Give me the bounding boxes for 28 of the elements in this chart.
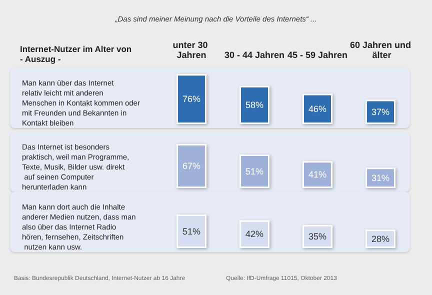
- data-label: 58%: [245, 100, 264, 110]
- data-label: 41%: [308, 170, 327, 180]
- bar: [176, 74, 206, 124]
- x-tick-label: unter 30 Jahren: [172, 40, 210, 60]
- bar: [302, 161, 332, 188]
- bar: [176, 214, 206, 248]
- data-label: 42%: [245, 229, 264, 240]
- data-label: 31%: [371, 172, 390, 183]
- data-label: 37%: [371, 106, 390, 117]
- data-label: 76%: [182, 94, 201, 104]
- bar: [366, 100, 396, 124]
- x-tick-label: 60 Jahren und älter: [350, 40, 412, 60]
- bar: [176, 144, 206, 188]
- data-label: 28%: [371, 234, 390, 244]
- x-tick-label: 45 - 59 Jahren: [287, 50, 348, 60]
- x-tick-label: 30 - 44 Jahren: [224, 50, 285, 60]
- data-label: 51%: [245, 166, 264, 176]
- bar: [240, 154, 270, 188]
- data-label: 35%: [308, 232, 327, 242]
- data-label: 51%: [182, 226, 201, 236]
- bar: [366, 168, 396, 188]
- bar: [302, 94, 332, 124]
- bar: [240, 220, 270, 248]
- data-label: 67%: [182, 160, 201, 171]
- data-label: 46%: [308, 104, 327, 114]
- x-axis-title: Internet-Nutzer im Alter von - Auszug -: [20, 44, 132, 64]
- bar: [302, 225, 332, 248]
- bar: [240, 86, 270, 124]
